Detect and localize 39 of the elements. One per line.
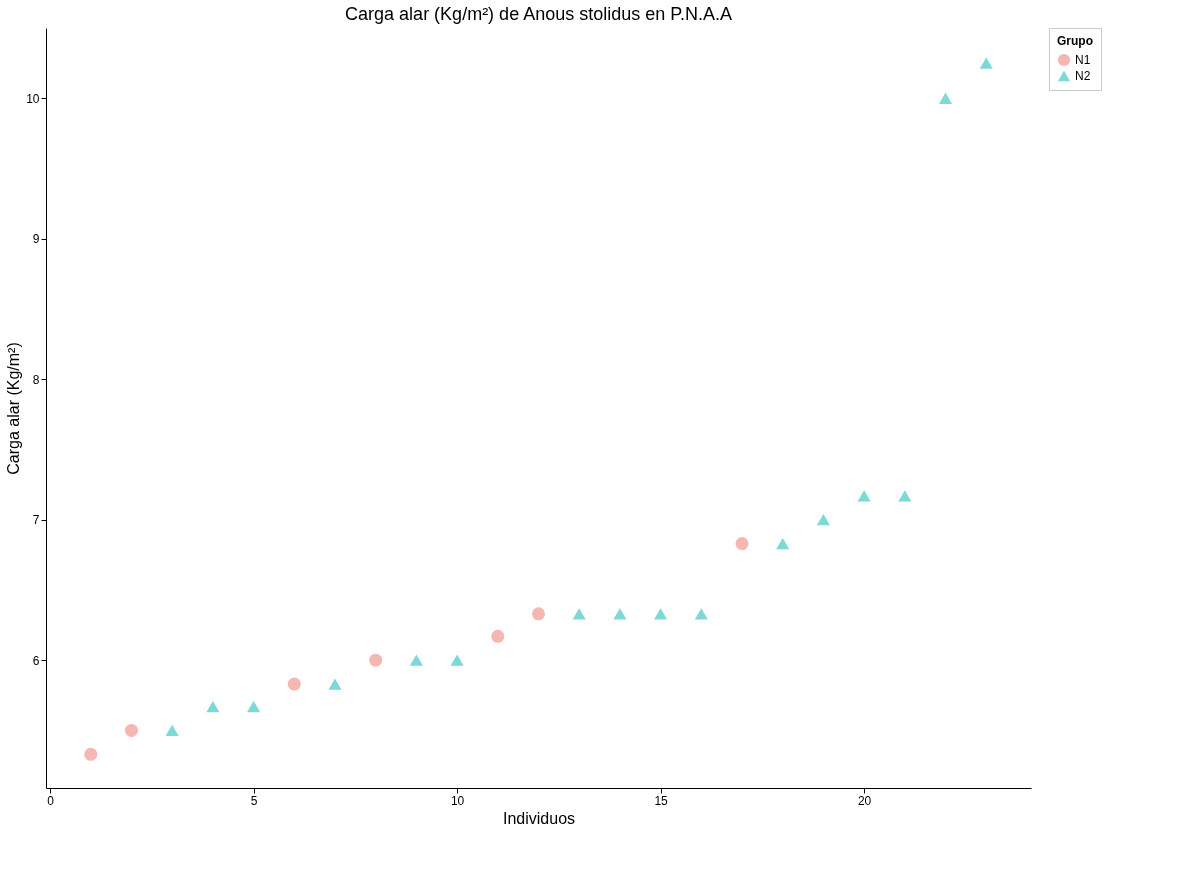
y-tick-label: 10 bbox=[26, 91, 40, 106]
point bbox=[531, 607, 546, 621]
point bbox=[979, 57, 993, 69]
y-tick-label: 8 bbox=[32, 372, 40, 387]
point bbox=[124, 723, 138, 737]
point bbox=[694, 608, 708, 620]
legend-title: Grupo bbox=[1057, 34, 1093, 48]
x-tick-label: 0 bbox=[47, 793, 55, 808]
x-tick-label: 10 bbox=[450, 793, 465, 808]
point bbox=[776, 537, 790, 550]
point bbox=[247, 700, 261, 713]
point bbox=[491, 629, 505, 643]
x-axis-title: Individuos bbox=[502, 809, 576, 827]
point bbox=[654, 608, 668, 620]
point bbox=[939, 92, 953, 104]
point bbox=[572, 608, 586, 620]
point bbox=[206, 700, 220, 713]
y-tick-label: 9 bbox=[32, 232, 40, 247]
legend-label: N2 bbox=[1075, 69, 1091, 83]
point bbox=[409, 654, 423, 666]
point bbox=[857, 490, 871, 502]
x-tick-label: 20 bbox=[857, 793, 872, 808]
point bbox=[816, 514, 830, 526]
y-tick-label: 7 bbox=[32, 513, 40, 528]
point bbox=[450, 654, 464, 666]
point bbox=[898, 490, 912, 502]
x-tick-label: 5 bbox=[250, 793, 258, 808]
point bbox=[369, 653, 383, 667]
point bbox=[735, 537, 749, 551]
point bbox=[613, 608, 627, 620]
point bbox=[165, 724, 179, 737]
y-tick-label: 6 bbox=[32, 653, 40, 668]
point bbox=[328, 678, 342, 690]
point bbox=[287, 677, 301, 691]
legend-label: N1 bbox=[1075, 53, 1091, 67]
point bbox=[84, 747, 98, 761]
chart-title: Carga alar (Kg/m²) de Anous stolidus en P.N.A.A bbox=[345, 3, 732, 24]
x-tick-label: 15 bbox=[654, 793, 669, 808]
y-axis-title: Carga alar (Kg/m²) bbox=[5, 342, 23, 475]
